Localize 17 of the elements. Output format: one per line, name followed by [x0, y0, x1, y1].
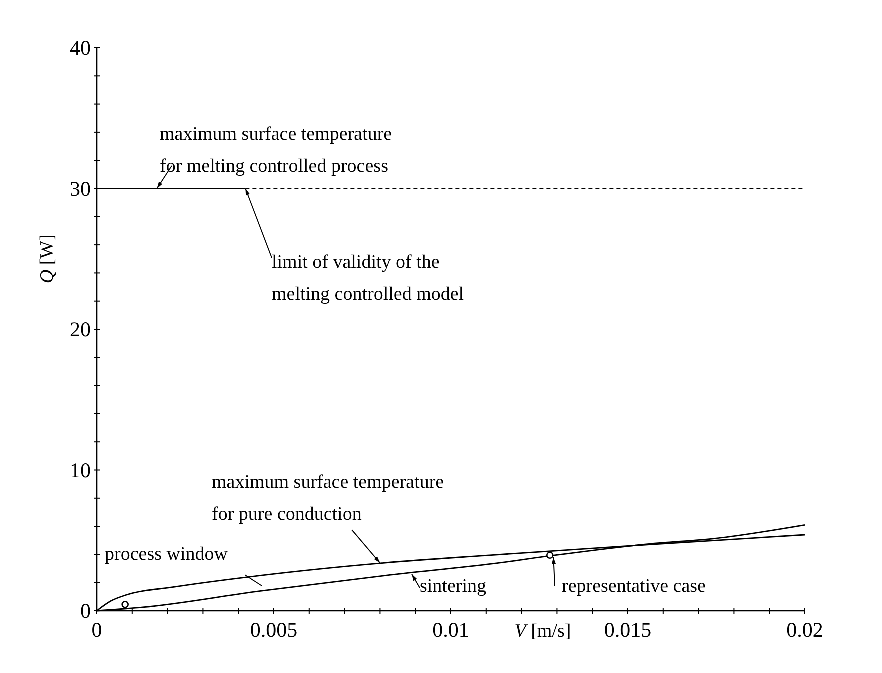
- x-tick-label: 0.02: [786, 618, 824, 642]
- x-tick-label: 0.01: [432, 618, 470, 642]
- y-tick-label: 10: [70, 458, 91, 482]
- annotation: maximum surface temperature for pure conduction: [212, 472, 444, 525]
- annotation: limit of validity of the melting controlled model: [272, 252, 464, 305]
- annotation: sintering: [420, 576, 487, 597]
- x-axis-title: V [m/s]: [514, 621, 572, 642]
- annotation: maximum surface temperature for melting controlled process: [160, 124, 392, 177]
- y-tick-label: 20: [70, 318, 91, 342]
- x-tick-label: 0.015: [604, 618, 652, 642]
- annotation: representative case: [562, 576, 706, 597]
- y-axis-title: Q [W]: [37, 234, 58, 284]
- y-tick-label: 0: [80, 599, 91, 623]
- x-tick-label: 0.005: [250, 618, 298, 642]
- y-tick-label: 30: [70, 176, 91, 201]
- y-tick-label: 40: [70, 36, 91, 60]
- annotation: process window: [105, 544, 228, 565]
